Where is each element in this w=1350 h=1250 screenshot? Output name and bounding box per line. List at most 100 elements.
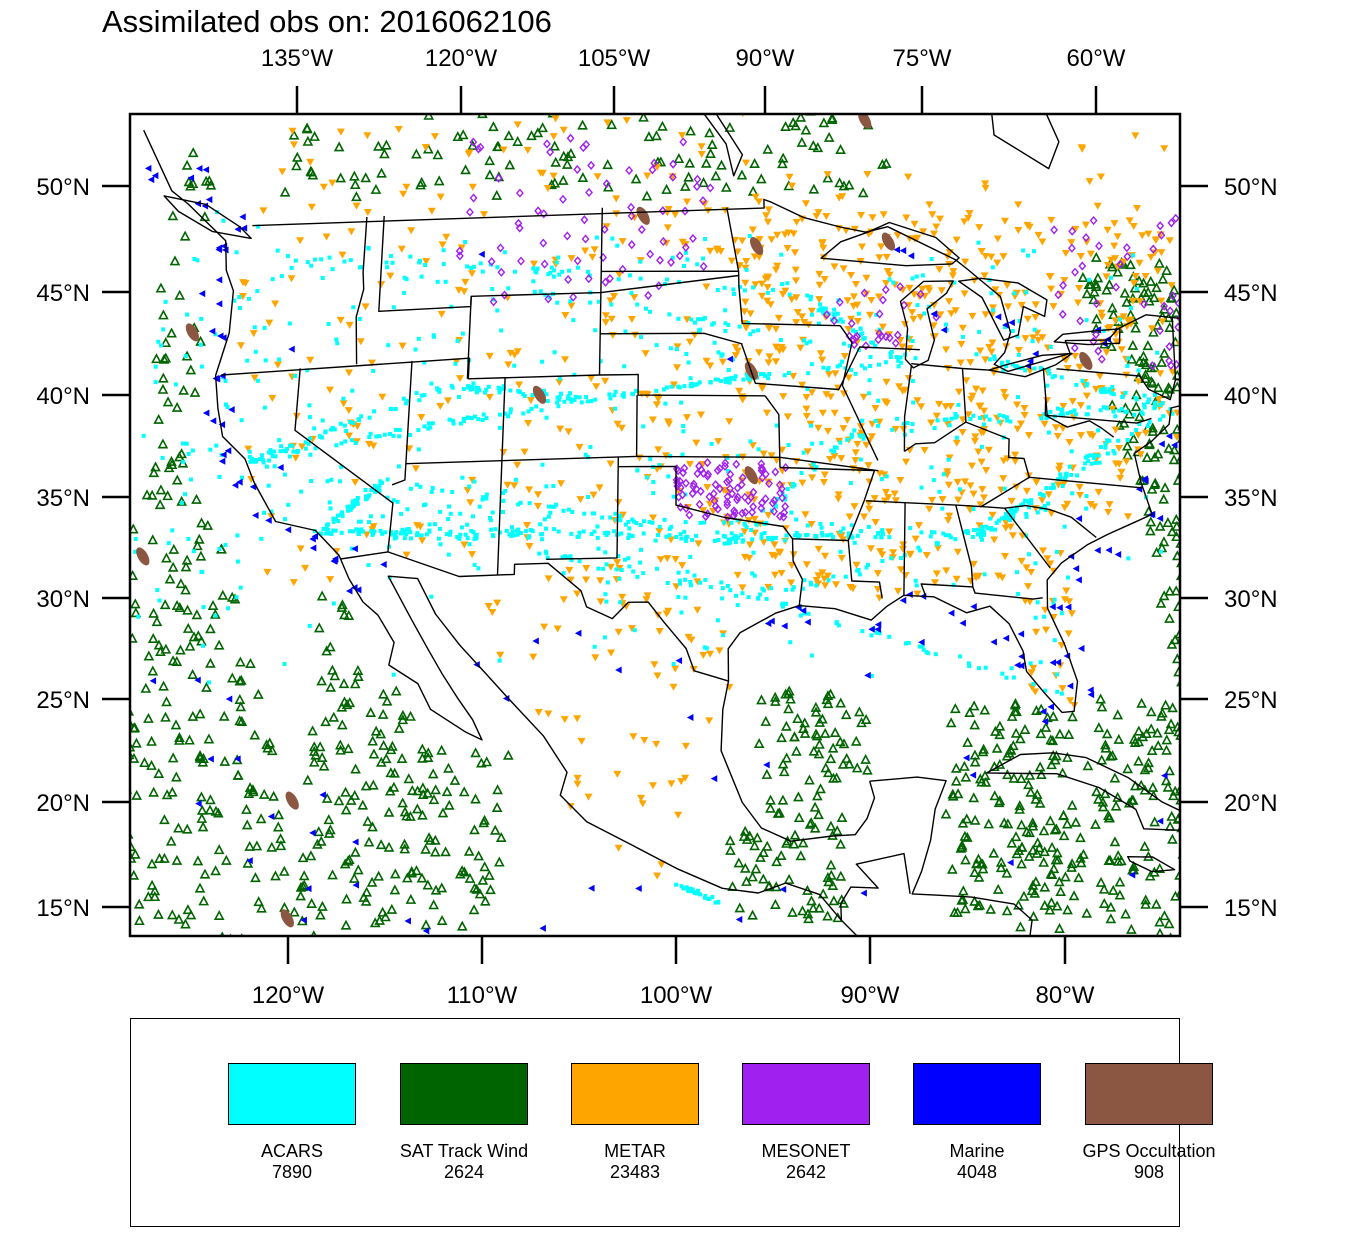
metar-ob xyxy=(1201,258,1209,265)
sat-track-wind-ob xyxy=(131,737,142,748)
metar-ob xyxy=(715,647,724,655)
metar-ob xyxy=(630,294,639,302)
acars-ob xyxy=(408,254,413,259)
sat-track-wind-ob xyxy=(250,872,261,883)
sat-track-wind-ob xyxy=(1215,766,1223,774)
sat-track-wind-ob xyxy=(834,736,846,747)
acars-ob xyxy=(480,497,485,502)
metar-ob xyxy=(438,241,447,249)
acars-ob xyxy=(402,529,407,534)
left-lat-label: 15°N xyxy=(36,895,90,922)
metar-ob xyxy=(808,474,817,482)
mesonet-ob xyxy=(1277,250,1283,257)
acars-ob xyxy=(834,445,839,450)
acars-ob xyxy=(914,274,919,279)
metar-ob xyxy=(523,522,532,530)
metar-ob xyxy=(803,448,812,456)
sat-track-wind-ob xyxy=(1147,781,1159,792)
acars-ob xyxy=(638,523,643,528)
acars-ob xyxy=(797,533,802,538)
metar-ob xyxy=(664,418,673,426)
acars-ob xyxy=(1133,395,1138,400)
sat-track-wind-ob xyxy=(1013,844,1025,855)
sat-track-wind-ob xyxy=(365,707,377,718)
marine-ob xyxy=(351,545,358,553)
marine-ob xyxy=(147,176,155,184)
sat-track-wind-ob xyxy=(809,822,821,833)
acars-ob xyxy=(656,533,660,538)
metar-ob xyxy=(822,391,831,399)
metar-ob xyxy=(1049,303,1058,311)
sat-track-wind-ob xyxy=(307,725,318,736)
metar-ob xyxy=(615,271,624,279)
sat-track-wind-ob xyxy=(328,711,340,722)
sat-track-wind-ob xyxy=(213,909,225,920)
metar-ob xyxy=(971,433,980,441)
acars-ob xyxy=(806,371,811,376)
metar-ob xyxy=(678,238,687,246)
metar-ob xyxy=(837,554,846,562)
metar-ob xyxy=(657,861,666,869)
metar-ob xyxy=(1128,297,1137,305)
marine-ob xyxy=(1002,634,1010,642)
acars-ob xyxy=(685,569,690,574)
marine-ob xyxy=(1161,772,1168,780)
acars-ob xyxy=(1113,414,1118,419)
acars-ob xyxy=(372,409,377,414)
sat-track-wind-ob xyxy=(758,846,769,857)
acars-ob xyxy=(943,322,948,327)
sat-track-wind-ob xyxy=(160,352,172,363)
acars-ob xyxy=(408,486,413,491)
sat-track-wind-ob xyxy=(1168,790,1179,801)
acars-ob xyxy=(789,510,794,515)
mesonet-ob xyxy=(849,335,858,345)
mesonet-ob xyxy=(497,267,506,277)
sat-track-wind-ob xyxy=(180,918,191,929)
sat-track-wind-ob xyxy=(467,140,479,151)
acars-ob xyxy=(846,531,851,536)
mesonet-ob xyxy=(515,188,524,198)
marine-ob xyxy=(404,917,411,925)
acars-ob xyxy=(971,528,976,533)
acars-ob xyxy=(1055,406,1060,411)
metar-ob xyxy=(853,318,862,326)
acars-ob xyxy=(692,383,697,388)
state-border-line xyxy=(981,504,1097,539)
acars-ob xyxy=(449,304,454,309)
metar-ob xyxy=(742,324,751,332)
metar-ob xyxy=(1017,557,1026,565)
metar-ob xyxy=(988,304,997,312)
acars-ob xyxy=(732,377,737,382)
sat-track-wind-ob xyxy=(205,794,216,805)
sat-track-wind-ob xyxy=(428,794,440,805)
acars-ob xyxy=(447,417,452,422)
acars-ob xyxy=(674,535,679,539)
marine-ob xyxy=(267,813,275,821)
acars-ob xyxy=(446,552,451,557)
sat-track-wind-ob xyxy=(1201,736,1209,744)
acars-ob xyxy=(1136,368,1141,373)
sat-track-wind-ob xyxy=(458,786,470,797)
metar-ob xyxy=(890,490,899,498)
metar-ob xyxy=(534,491,543,499)
sat-track-wind-ob xyxy=(301,123,313,134)
metar-ob xyxy=(399,190,408,198)
acars-ob xyxy=(577,530,582,535)
sat-track-wind-ob xyxy=(959,830,971,841)
sat-track-wind-ob xyxy=(1047,735,1059,746)
metar-ob xyxy=(783,413,792,421)
sat-track-wind-ob xyxy=(406,865,418,876)
acars-ob xyxy=(869,673,874,678)
mesonet-ob xyxy=(879,295,887,305)
metar-ob xyxy=(559,126,568,134)
map-frame xyxy=(128,112,1182,938)
metar-ob xyxy=(857,212,866,220)
acars-ob xyxy=(954,414,959,419)
metar-ob xyxy=(862,274,871,282)
sat-track-wind-ob xyxy=(825,820,837,831)
metar-ob xyxy=(807,307,816,315)
sat-track-wind-ob xyxy=(558,150,570,161)
acars-ob xyxy=(400,527,405,532)
acars-ob xyxy=(1069,449,1074,454)
acars-ob xyxy=(1054,672,1059,677)
